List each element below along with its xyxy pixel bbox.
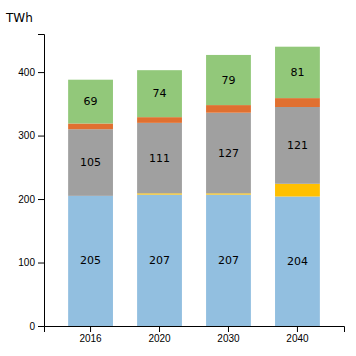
x-tick-mark (159, 326, 160, 332)
series (68, 47, 320, 124)
bar-segment (68, 129, 113, 196)
x-axis-line (45, 327, 345, 333)
y-tick: 200 (18, 194, 44, 205)
bar-segment (68, 124, 113, 130)
y-tick-label: 0 (29, 321, 35, 332)
bar-segment (275, 197, 320, 326)
y-tick: 400 (18, 67, 44, 78)
data-label: 204 (287, 255, 308, 268)
data-label: 74 (153, 87, 167, 100)
x-tick-mark (90, 326, 91, 332)
x-tick-label: 2030 (217, 333, 240, 344)
y-tick-mark (38, 136, 44, 137)
bar-segment (68, 196, 113, 326)
y-tick-mark (38, 326, 44, 327)
y-axis: 0 100 200 300 400 (18, 35, 44, 332)
bar-segment (206, 113, 251, 194)
bar-segment (137, 123, 182, 193)
x-tick-mark (228, 326, 229, 332)
bars (68, 47, 320, 326)
bar-segment (206, 55, 251, 105)
y-axis-line (38, 35, 45, 327)
data-label: 81 (290, 66, 304, 79)
y-tick: 0 (29, 321, 44, 332)
data-label: 111 (149, 152, 170, 165)
data-labels: 205 207 207 204 105 111 127 121 69 74 79 81 (80, 66, 308, 268)
y-tick-mark (38, 199, 44, 200)
data-label: 105 (80, 156, 101, 169)
x-tick-label: 2020 (148, 333, 171, 344)
data-label: 79 (221, 74, 235, 87)
y-tick-mark (38, 263, 44, 264)
y-tick-label: 300 (18, 130, 35, 141)
series (68, 195, 320, 326)
x-tick: 2020 (148, 326, 171, 344)
bar-segment (275, 98, 320, 107)
bar-segment (137, 70, 182, 117)
bar-segment (137, 195, 182, 326)
data-label: 69 (84, 95, 98, 108)
bar-segment (68, 80, 113, 124)
data-label: 207 (218, 254, 239, 267)
data-label: 121 (287, 139, 308, 152)
y-tick-label: 400 (18, 67, 35, 78)
bar-segment (206, 195, 251, 326)
bar-segment (275, 184, 320, 197)
x-tick: 2030 (217, 326, 240, 344)
y-axis-label: TWh (5, 11, 33, 25)
bar-segment (137, 117, 182, 123)
x-axis: 2016 2020 2030 2040 (45, 326, 345, 344)
y-tick-label: 100 (18, 257, 35, 268)
data-label: 205 (80, 254, 101, 267)
bar-segment (275, 47, 320, 98)
y-tick: 100 (18, 257, 44, 268)
x-tick: 2016 (79, 326, 102, 344)
y-tick-mark (38, 72, 44, 73)
x-tick-label: 2016 (79, 333, 102, 344)
x-tick-label: 2040 (286, 333, 309, 344)
x-tick: 2040 (286, 326, 309, 344)
bar-segment (206, 193, 251, 194)
y-tick: 300 (18, 130, 44, 141)
data-label: 207 (149, 254, 170, 267)
data-label: 127 (218, 147, 239, 160)
x-tick-mark (297, 326, 298, 332)
bar-segment (275, 107, 320, 184)
y-tick-label: 200 (18, 194, 35, 205)
bar-segment (137, 193, 182, 194)
bar-segment (206, 105, 251, 113)
chart: 205 207 207 204 105 111 127 121 69 74 79 81 2016 2020… (0, 0, 356, 356)
plot: 205 207 207 204 105 111 127 121 69 74 79 81 2016 2020… (18, 35, 344, 345)
